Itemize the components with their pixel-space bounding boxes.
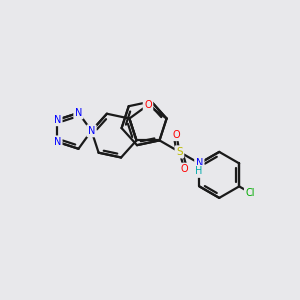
Text: N: N [75, 108, 82, 118]
Text: O: O [144, 100, 152, 110]
Text: O: O [172, 130, 180, 140]
Text: N: N [88, 126, 95, 136]
Text: N: N [196, 158, 203, 168]
Text: N: N [54, 115, 61, 125]
Text: Cl: Cl [245, 188, 255, 198]
Text: N: N [54, 137, 61, 147]
Text: O: O [181, 164, 188, 174]
Text: S: S [176, 147, 183, 157]
Text: H: H [195, 167, 202, 176]
